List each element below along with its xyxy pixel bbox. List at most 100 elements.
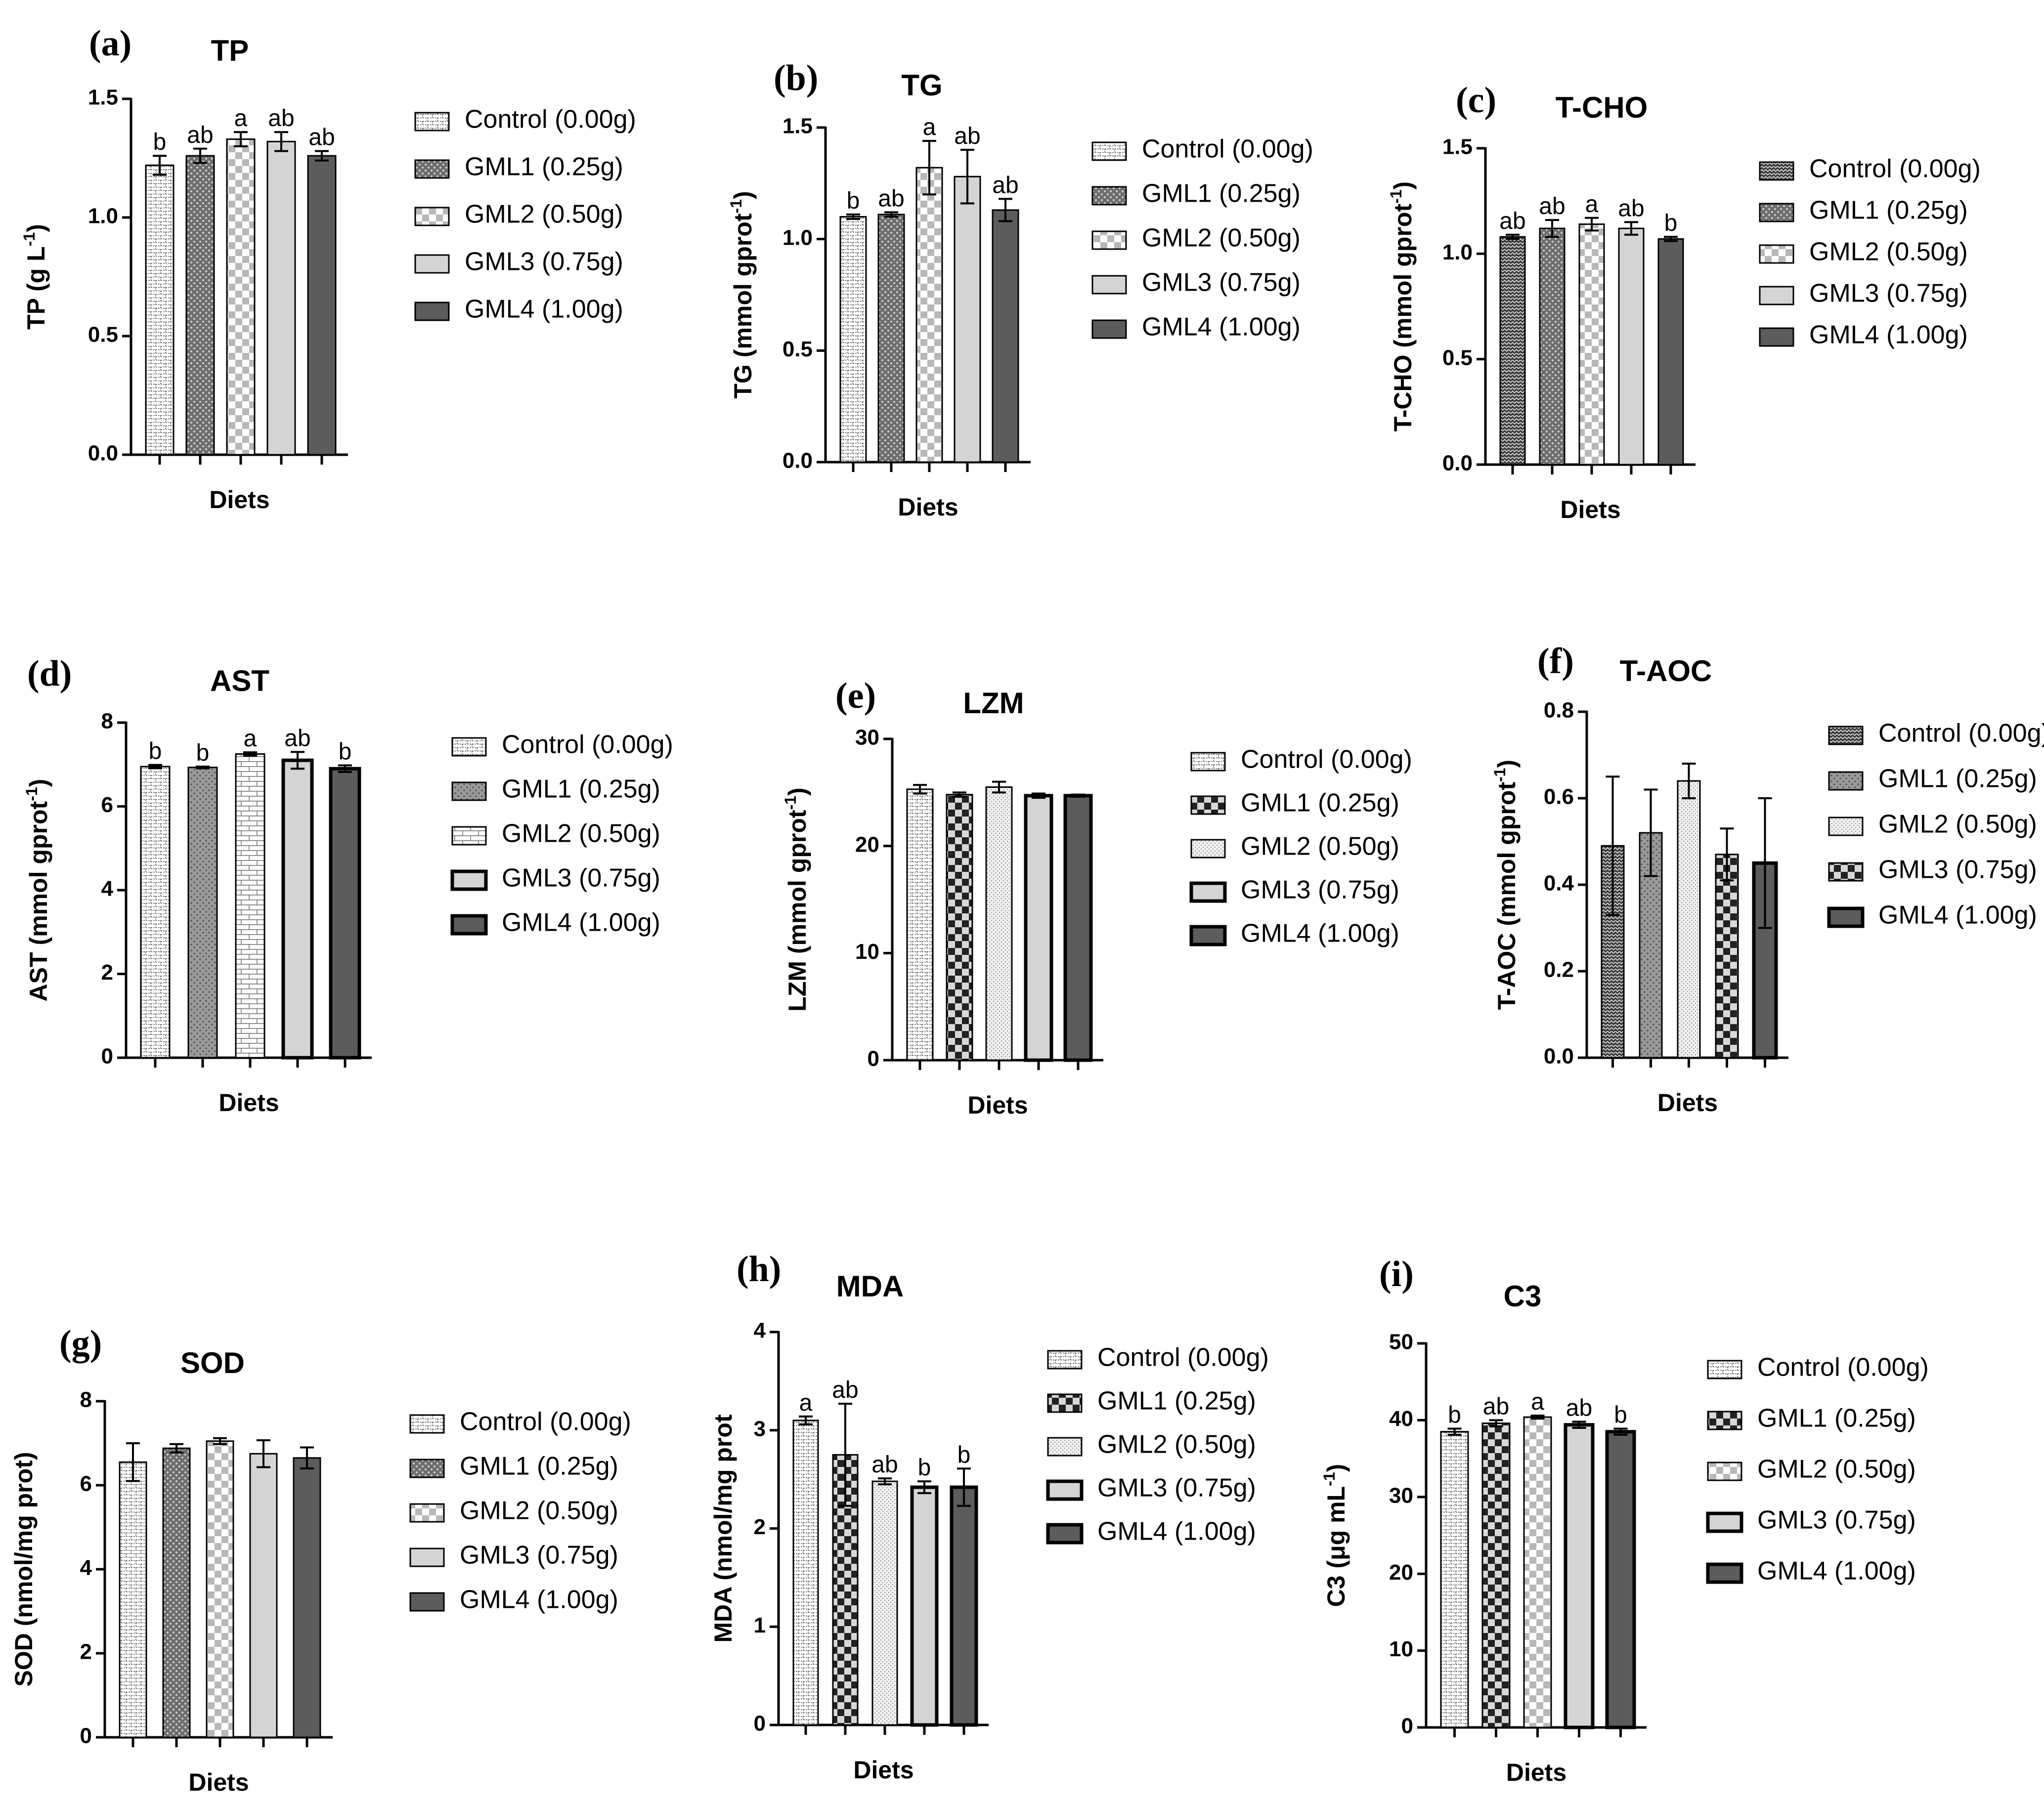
legend-swatch-2 [1091,186,1127,206]
significance-label: ab [268,105,294,131]
bar-1 [145,164,174,456]
significance-label: b [149,738,162,765]
significance-label: b [196,740,210,766]
legend-swatch-5 [1091,319,1127,339]
significance-label: ab [187,122,213,148]
legend-swatch-4 [414,254,450,274]
legend-swatch-4 [450,869,488,891]
significance-label: a [1585,191,1599,217]
y-tick-label: 1.5 [88,86,118,110]
y-axis-label-text: T-CHO (mmol gprot [1389,204,1417,431]
significance-label: a [923,114,936,140]
legend-swatch-5 [1759,327,1794,347]
legend-swatch-5 [1706,1562,1743,1584]
legend-label-4: GML3 (0.75g) [460,1541,618,1570]
legend-swatch-4 [409,1548,445,1567]
legend-swatch-2 [414,159,450,179]
significance-label: ab [878,186,904,212]
y-tick-label: 10 [855,940,879,964]
y-tick-label: 10 [1389,1637,1413,1661]
legend-swatch-1 [1190,752,1226,772]
significance-label: b [1664,210,1678,236]
legend-swatch-4 [1828,862,1864,882]
bar-2 [1639,832,1663,1059]
legend-label-2: GML1 (0.25g) [1809,196,1968,225]
legend-label-5: GML4 (1.00g) [460,1586,618,1614]
significance-label: b [1448,1402,1461,1428]
bar-5 [293,1457,321,1738]
legend-label-4: GML3 (0.75g) [1241,876,1399,904]
panel-letter: (h) [737,1249,781,1290]
y-axis-label-end: ) [25,779,52,787]
legend-swatch-1 [414,112,450,131]
legend-swatch-1 [1047,1350,1083,1370]
legend-swatch-2 [409,1459,445,1478]
y-axis-label-superscript: -1 [782,796,799,810]
x-axis-label: Diets [188,1768,249,1796]
bar-1 [906,788,934,1061]
significance-label: b [339,738,352,765]
y-tick-label: 4 [754,1319,766,1343]
y-tick-label: 0 [1401,1714,1413,1738]
significance-label: ab [954,123,980,149]
legend-label-1: Control (0.00g) [460,1408,631,1436]
y-tick-label: 0.0 [783,449,813,473]
bar-2 [187,767,218,1059]
legend-swatch-1 [451,737,487,757]
y-tick-label: 30 [855,726,879,750]
bar-4 [1024,794,1053,1062]
bar-3 [1578,223,1605,466]
bar-4 [1564,1423,1595,1729]
significance-label: ab [1539,193,1565,219]
panel-letter: (i) [1379,1254,1414,1294]
legend-label-1: Control (0.00g) [1878,719,2044,748]
y-axis-label-end: ) [1322,1464,1350,1472]
panel-letter: (f) [1537,641,1574,682]
bar-3 [985,786,1013,1061]
y-tick-label: 2 [80,1640,92,1664]
bar-2 [185,155,215,456]
bar-2 [162,1447,191,1738]
x-axis-label: Diets [1506,1759,1566,1786]
legend-swatch-3 [1047,1437,1083,1457]
y-axis-label-text: C3 (μg mL [1322,1486,1350,1607]
bar-4 [954,175,981,463]
panel-letter: (b) [774,58,818,98]
y-tick-label: 0.0 [1442,451,1473,475]
legend-label-2: GML1 (0.25g) [502,775,660,804]
y-tick-label: 40 [1389,1407,1413,1431]
legend-swatch-3 [1707,1462,1742,1481]
legend-swatch-5 [414,301,450,321]
y-tick-label: 1.0 [88,204,118,228]
legend-label-3: GML2 (0.50g) [1142,224,1301,253]
bar-1 [140,766,171,1059]
legend-label-5: GML4 (1.00g) [1097,1517,1256,1546]
bar-5 [329,767,361,1060]
legend-label-3: GML2 (0.50g) [1878,810,2037,839]
bar-4 [1715,854,1739,1059]
bar-3 [871,1480,898,1726]
legend-label-5: GML4 (1.00g) [1142,313,1301,342]
panel-title: T-CHO [1556,91,1648,124]
legend-swatch-4 [1706,1511,1743,1533]
x-axis-label: Diets [1657,1089,1718,1117]
significance-label: b [153,129,167,155]
significance-label: b [1614,1402,1627,1428]
legend-swatch-3 [1190,839,1226,859]
panel-title: AST [210,664,269,697]
bar-3 [915,167,943,463]
legend-label-1: Control (0.00g) [1757,1353,1929,1382]
x-axis-label: Diets [209,486,269,514]
bar-5 [950,1485,978,1727]
legend-swatch-3 [1828,817,1864,836]
bar-3 [206,1440,234,1738]
panel-title: MDA [836,1270,904,1303]
legend-swatch-5 [409,1592,445,1612]
y-axis-label: TG (mmol gprot-1) [727,191,757,398]
significance-label: ab [1618,195,1644,221]
y-axis-label-superscript: -1 [1491,768,1509,782]
legend-label-2: GML1 (0.25g) [1878,765,2037,793]
y-axis-label-text: MDA (nmol/mg prot [709,1414,737,1642]
